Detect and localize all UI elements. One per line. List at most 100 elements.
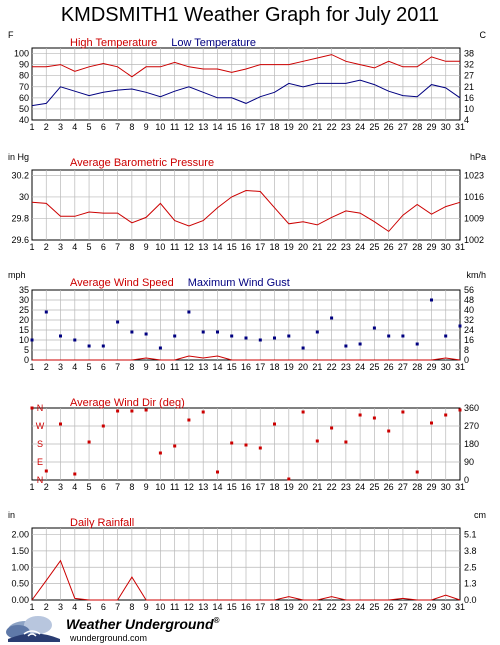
- x-tick-label: 6: [101, 242, 106, 252]
- x-tick-label: 14: [212, 482, 222, 492]
- x-tick-label: 17: [255, 482, 265, 492]
- x-tick-label: 7: [115, 602, 120, 612]
- x-tick-label: 4: [72, 242, 77, 252]
- y-tick-label-right: 16: [464, 93, 474, 103]
- y-tick-label-right: 56: [464, 285, 474, 295]
- data-point: [116, 320, 120, 324]
- y-tick-label-right: 8: [464, 345, 469, 355]
- x-tick-label: 17: [255, 242, 265, 252]
- x-tick-label: 26: [384, 602, 394, 612]
- data-point: [158, 451, 162, 455]
- legend-entry: Average Barometric Pressure: [70, 157, 214, 169]
- x-tick-label: 18: [270, 242, 280, 252]
- data-point: [430, 421, 433, 425]
- data-point: [315, 439, 319, 443]
- y-tick-label-right: 21: [464, 82, 474, 92]
- x-tick-label: 3: [58, 362, 63, 372]
- data-point: [173, 444, 177, 448]
- data-point: [458, 408, 462, 412]
- x-tick-label: 25: [369, 362, 379, 372]
- x-tick-label: 18: [270, 482, 280, 492]
- y-tick-label-right: 38: [464, 49, 474, 59]
- x-tick-label: 4: [72, 122, 77, 132]
- x-tick-label: 10: [155, 602, 165, 612]
- x-tick-label: 18: [270, 122, 280, 132]
- y-tick-label-left: 70: [19, 82, 29, 92]
- right-unit-label: cm: [474, 510, 486, 520]
- data-point: [344, 440, 348, 444]
- y-tick-label-right: 40: [464, 305, 474, 315]
- x-tick-label: 10: [155, 122, 165, 132]
- x-tick-label: 30: [441, 242, 451, 252]
- x-tick-label: 20: [298, 482, 308, 492]
- data-point: [101, 344, 105, 348]
- x-tick-label: 3: [58, 242, 63, 252]
- y-tick-label-right: 1009: [464, 213, 484, 223]
- x-tick-label: 5: [87, 362, 92, 372]
- x-tick-label: 20: [298, 122, 308, 132]
- data-point: [458, 324, 462, 328]
- x-tick-label: 16: [241, 602, 251, 612]
- data-point: [44, 469, 48, 473]
- series-line: [31, 79, 461, 107]
- y-tick-label-right: 32: [464, 60, 474, 70]
- x-tick-label: 11: [170, 602, 179, 612]
- x-tick-label: 22: [327, 362, 337, 372]
- x-tick-label: 25: [369, 122, 379, 132]
- x-tick-label: 15: [227, 362, 237, 372]
- series-line: [32, 355, 461, 361]
- y-tick-label-right: 0.0: [464, 595, 477, 605]
- weather-underground-logo[interactable]: Weather Underground® wunderground.com: [4, 614, 264, 644]
- y-tick-label-right: 1023: [464, 170, 484, 180]
- x-tick-label: 9: [144, 362, 149, 372]
- data-point: [430, 298, 433, 302]
- data-point: [216, 330, 219, 334]
- x-tick-label: 2: [44, 602, 49, 612]
- data-point: [315, 330, 319, 334]
- x-tick-label: 14: [212, 122, 222, 132]
- data-point: [30, 338, 34, 342]
- series-line: [32, 54, 460, 78]
- data-point: [201, 330, 205, 334]
- y-tick-label-right: 90: [464, 457, 474, 467]
- y-tick-label-left: 30: [19, 295, 29, 305]
- x-tick-label: 11: [170, 242, 179, 252]
- y-tick-label-left: 0: [24, 355, 29, 365]
- y-tick-label-left: 15: [19, 325, 29, 335]
- compass-letter: S: [37, 439, 43, 449]
- x-tick-label: 11: [170, 482, 179, 492]
- x-tick-label: 25: [369, 242, 379, 252]
- x-tick-label: 4: [72, 362, 77, 372]
- x-tick-label: 24: [355, 242, 365, 252]
- x-tick-label: 29: [426, 602, 436, 612]
- logo-url: wunderground.com: [70, 633, 148, 643]
- x-tick-label: 20: [298, 362, 308, 372]
- y-tick-label-right: 5.1: [464, 530, 477, 540]
- data-point: [258, 446, 262, 450]
- x-tick-label: 23: [341, 362, 351, 372]
- data-point: [372, 326, 376, 330]
- y-tick-label-right: 1002: [464, 235, 484, 245]
- y-tick-label-right: 2.5: [464, 562, 477, 572]
- x-tick-label: 3: [58, 602, 63, 612]
- data-point: [273, 422, 276, 426]
- x-tick-label: 16: [241, 122, 251, 132]
- right-unit-label: km/h: [466, 270, 486, 280]
- x-tick-label: 28: [412, 122, 422, 132]
- legend-entry: Low Temperature: [171, 37, 256, 49]
- y-tick-label-right: 270: [464, 421, 479, 431]
- x-tick-label: 22: [327, 482, 337, 492]
- data-point: [401, 334, 405, 338]
- x-tick-label: 14: [212, 362, 222, 372]
- y-tick-label-right: 10: [464, 104, 474, 114]
- x-tick-label: 8: [129, 362, 134, 372]
- y-tick-label-right: 24: [464, 325, 474, 335]
- x-tick-label: 2: [44, 242, 49, 252]
- x-tick-label: 13: [198, 602, 208, 612]
- y-tick-label-right: 3.8: [464, 546, 477, 556]
- data-point: [144, 408, 148, 412]
- y-tick-label-right: 4: [464, 115, 469, 125]
- x-tick-label: 10: [155, 482, 165, 492]
- data-point: [158, 346, 162, 350]
- x-tick-label: 1: [29, 242, 34, 252]
